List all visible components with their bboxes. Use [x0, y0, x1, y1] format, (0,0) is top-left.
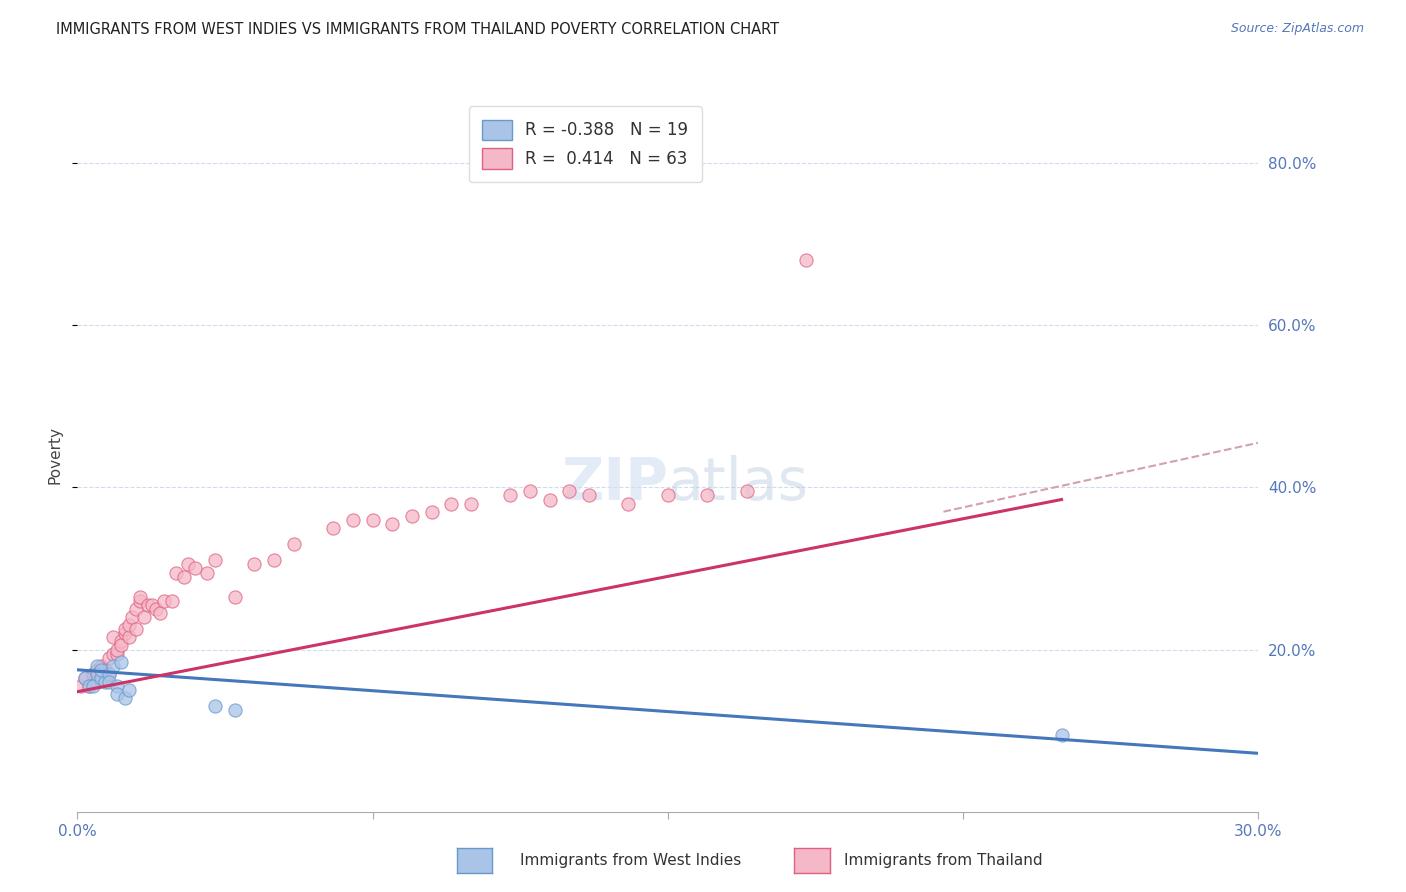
Point — [101, 658, 124, 673]
Point — [176, 558, 198, 572]
Y-axis label: Poverty: Poverty — [46, 425, 62, 484]
Point — [141, 598, 163, 612]
Point — [204, 699, 226, 714]
Point — [361, 513, 384, 527]
Point — [105, 687, 128, 701]
Point — [90, 663, 112, 677]
Legend: R = -0.388   N = 19, R =  0.414   N = 63: R = -0.388 N = 19, R = 0.414 N = 63 — [468, 106, 702, 182]
Point — [90, 671, 112, 685]
Point — [94, 671, 117, 685]
Text: ZIP: ZIP — [561, 455, 668, 512]
Point — [82, 666, 104, 681]
Point — [440, 497, 463, 511]
Point — [121, 610, 143, 624]
Point — [519, 484, 541, 499]
Point — [75, 671, 97, 685]
Point — [129, 594, 152, 608]
Point — [381, 516, 404, 531]
Point — [117, 618, 139, 632]
Point — [1050, 728, 1073, 742]
Point — [97, 675, 120, 690]
Point — [114, 691, 136, 706]
Point — [110, 655, 132, 669]
Point — [149, 606, 172, 620]
Point — [86, 675, 108, 690]
Point — [125, 602, 148, 616]
Point — [90, 658, 112, 673]
Point — [184, 561, 207, 575]
Point — [224, 703, 246, 717]
Point — [204, 553, 226, 567]
Point — [460, 497, 482, 511]
Point — [657, 488, 679, 502]
Point — [101, 631, 124, 645]
Point — [97, 666, 120, 681]
Point — [117, 631, 139, 645]
Point — [558, 484, 581, 499]
Text: Immigrants from Thailand: Immigrants from Thailand — [844, 854, 1042, 868]
Point — [696, 488, 718, 502]
Point — [125, 622, 148, 636]
Point — [499, 488, 522, 502]
Point — [129, 590, 152, 604]
Point — [86, 658, 108, 673]
Point — [735, 484, 758, 499]
Point — [153, 594, 176, 608]
Point — [110, 634, 132, 648]
Text: IMMIGRANTS FROM WEST INDIES VS IMMIGRANTS FROM THAILAND POVERTY CORRELATION CHAR: IMMIGRANTS FROM WEST INDIES VS IMMIGRANT… — [56, 22, 779, 37]
Point — [134, 610, 156, 624]
Point — [101, 647, 124, 661]
Point — [105, 647, 128, 661]
Point — [86, 666, 108, 681]
Point — [110, 639, 132, 653]
Point — [77, 679, 100, 693]
Text: Immigrants from West Indies: Immigrants from West Indies — [520, 854, 741, 868]
Point — [75, 671, 97, 685]
Text: Source: ZipAtlas.com: Source: ZipAtlas.com — [1230, 22, 1364, 36]
Text: atlas: atlas — [668, 455, 808, 512]
Point — [401, 508, 423, 523]
Point — [322, 521, 344, 535]
Point — [114, 622, 136, 636]
Point — [90, 671, 112, 685]
Point — [160, 594, 183, 608]
Point — [173, 569, 195, 583]
Point — [82, 679, 104, 693]
Point — [538, 492, 561, 507]
Point — [420, 505, 443, 519]
Point — [77, 679, 100, 693]
Point — [794, 253, 817, 268]
Point — [263, 553, 285, 567]
Point — [97, 650, 120, 665]
Point — [86, 663, 108, 677]
Point — [70, 679, 93, 693]
Point — [105, 642, 128, 657]
Point — [165, 566, 187, 580]
Point — [617, 497, 640, 511]
Point — [105, 679, 128, 693]
Point — [243, 558, 266, 572]
Point — [82, 675, 104, 690]
Point — [136, 598, 159, 612]
Point — [195, 566, 218, 580]
Point — [342, 513, 364, 527]
Point — [224, 590, 246, 604]
Point — [578, 488, 600, 502]
Point — [283, 537, 305, 551]
Point — [114, 626, 136, 640]
Point — [97, 666, 120, 681]
Point — [145, 602, 167, 616]
Point — [94, 663, 117, 677]
Point — [94, 675, 117, 690]
Point — [117, 683, 139, 698]
